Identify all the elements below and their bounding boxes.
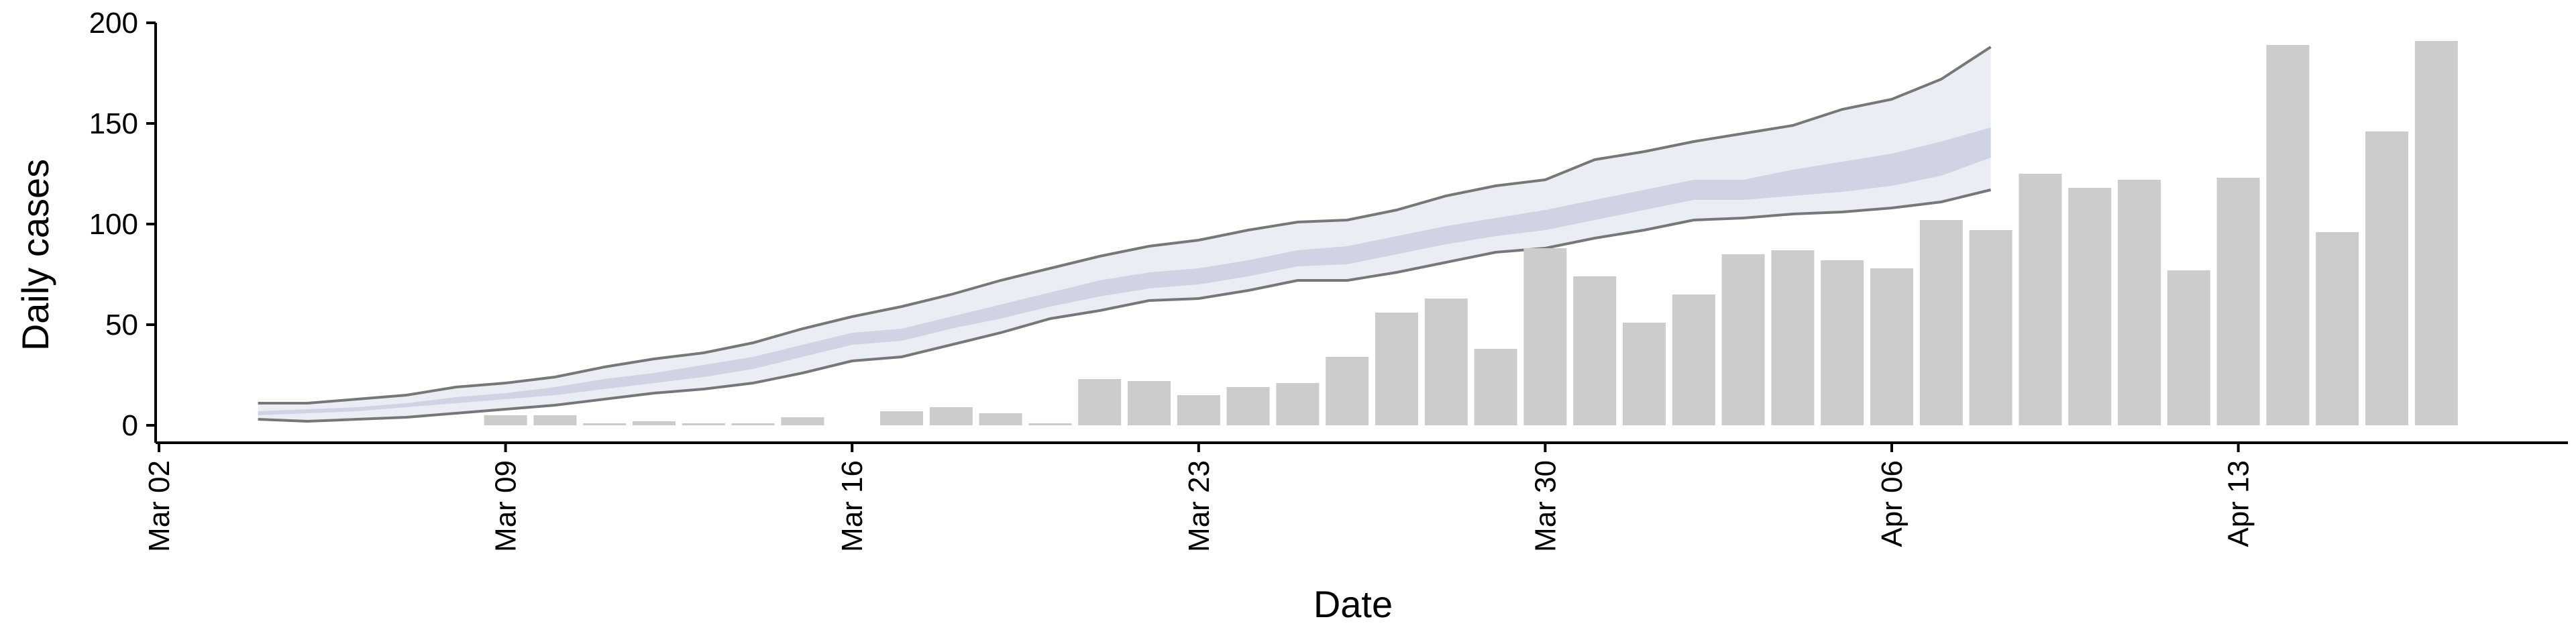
bar: [1672, 294, 1715, 425]
projection-band: [258, 46, 1992, 423]
bar: [2316, 232, 2359, 425]
bar: [731, 423, 775, 425]
bar: [2068, 188, 2112, 425]
bar: [2118, 180, 2161, 425]
bar: [1771, 250, 1815, 425]
x-tick-label: Mar 16: [836, 460, 869, 552]
x-tick-label: Mar 23: [1183, 460, 1216, 552]
bar: [1919, 220, 1963, 425]
bar: [1276, 383, 1320, 425]
bar: [2167, 270, 2210, 425]
y-tick-label: 0: [122, 409, 138, 442]
bar: [979, 413, 1022, 425]
y-tick-label: 100: [89, 208, 138, 241]
bar: [633, 421, 676, 425]
bar: [1375, 313, 1418, 425]
bar: [2019, 174, 2062, 425]
bar: [484, 415, 527, 425]
bar: [2414, 41, 2458, 425]
bar: [1177, 395, 1220, 425]
x-tick-label: Apr 06: [1876, 460, 1909, 547]
bar: [1523, 248, 1567, 425]
x-tick-label: Mar 30: [1529, 460, 1562, 552]
bar: [1821, 260, 1864, 425]
bar: [1870, 268, 1913, 425]
bar: [1623, 323, 1666, 425]
projection-upper-line: [258, 46, 1992, 405]
bar: [1226, 387, 1270, 425]
bar-series: [484, 41, 2458, 425]
x-tick-label: Mar 09: [490, 460, 523, 552]
bar: [1969, 230, 2012, 425]
bar: [929, 407, 973, 425]
bar: [2365, 131, 2408, 425]
bar: [1078, 379, 1122, 425]
bar: [1028, 423, 1072, 425]
bar: [1424, 299, 1468, 425]
y-tick-label: 150: [89, 107, 138, 140]
y-tick-label: 200: [89, 7, 138, 40]
x-axis-title: Date: [1313, 583, 1393, 625]
bar: [1573, 276, 1617, 425]
bar: [2216, 178, 2260, 425]
y-tick-label: 50: [105, 309, 138, 341]
x-tick-label: Apr 13: [2222, 460, 2255, 547]
bar: [781, 417, 824, 425]
bar: [682, 423, 725, 425]
x-tick-label: Mar 02: [143, 460, 176, 552]
bar: [1474, 349, 1517, 425]
axes: 0 50 100 150 200 Mar 02 Mar 09 Mar 16 Mar 23 Mar …: [89, 7, 2568, 552]
y-axis-title: Daily cases: [14, 159, 56, 351]
bar: [880, 411, 923, 425]
bar: [1326, 357, 1369, 425]
bar: [533, 415, 577, 425]
bar: [583, 423, 627, 425]
projection-lower-line: [258, 189, 1992, 423]
bar: [1721, 254, 1765, 425]
bar: [2266, 45, 2310, 425]
bar: [1128, 381, 1171, 425]
